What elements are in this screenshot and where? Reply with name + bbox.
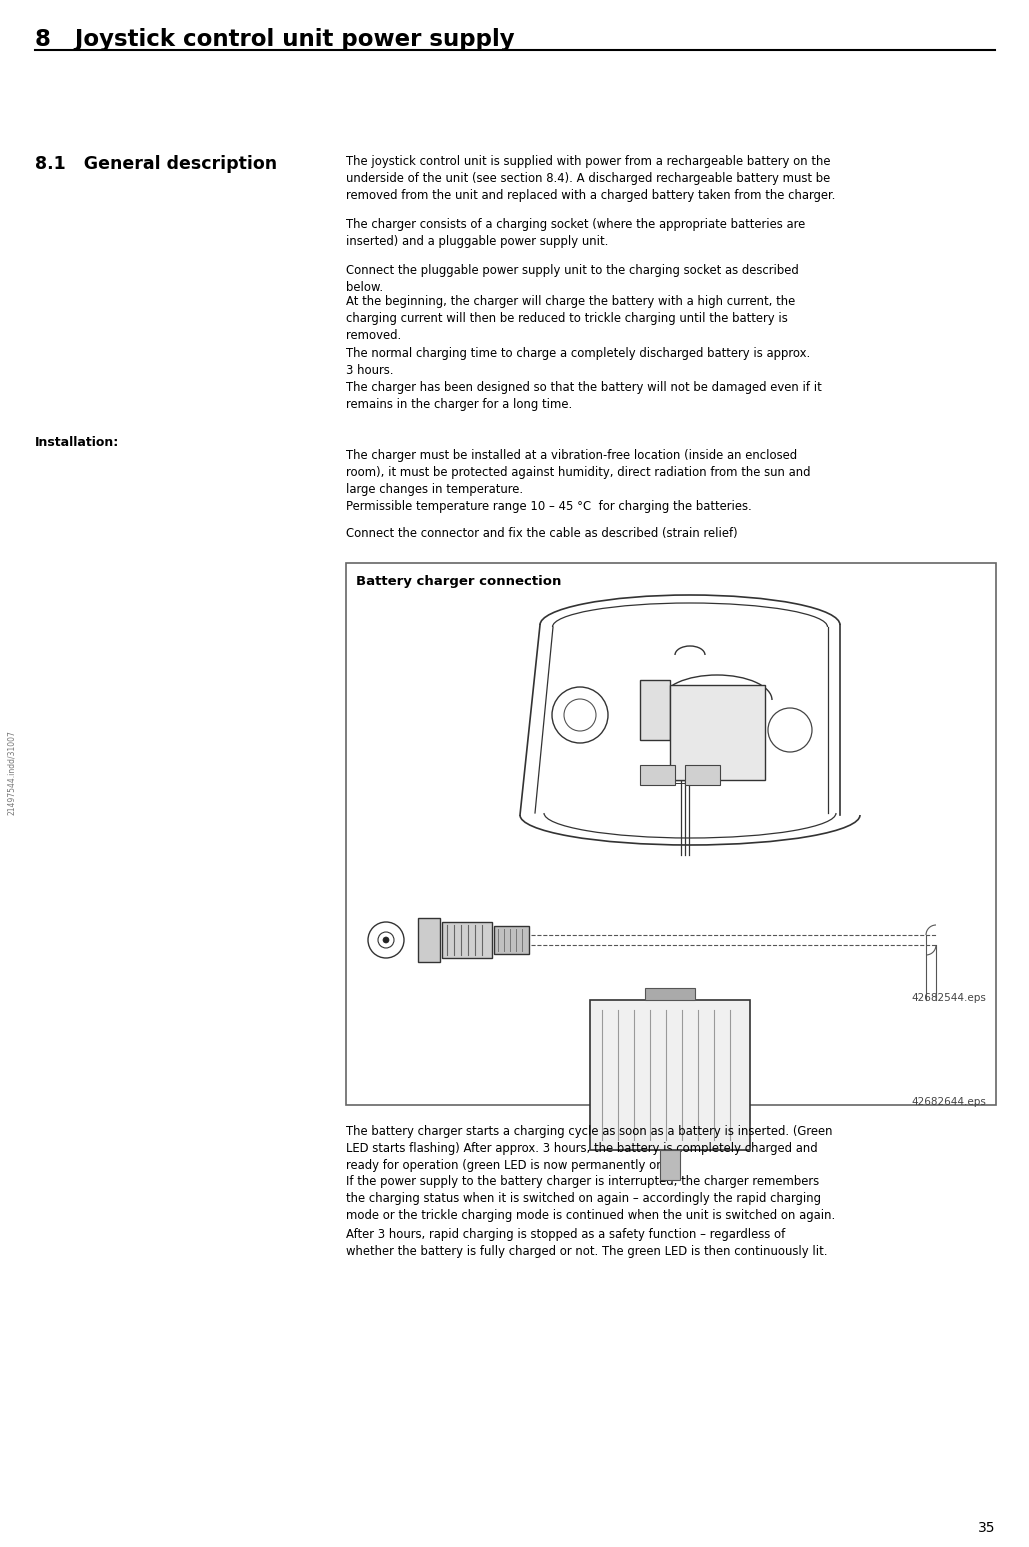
Text: After 3 hours, rapid charging is stopped as a safety function – regardless of
wh: After 3 hours, rapid charging is stopped…: [346, 1228, 827, 1258]
Circle shape: [552, 687, 608, 743]
Text: 35: 35: [978, 1521, 995, 1535]
Bar: [645, 989, 695, 999]
Bar: [670, 685, 765, 780]
Text: At the beginning, the charger will charge the battery with a high current, the
c: At the beginning, the charger will charg…: [346, 295, 795, 342]
Bar: [418, 917, 440, 962]
Text: 42682544.eps: 42682544.eps: [911, 993, 986, 1002]
Circle shape: [368, 922, 404, 958]
Text: The normal charging time to charge a completely discharged battery is approx.
3 : The normal charging time to charge a com…: [346, 347, 810, 377]
Circle shape: [564, 699, 596, 732]
Circle shape: [378, 931, 394, 948]
Bar: [494, 927, 529, 954]
Bar: [685, 766, 720, 784]
Bar: [660, 1149, 680, 1180]
Text: If the power supply to the battery charger is interrupted, the charger remembers: If the power supply to the battery charg…: [346, 1176, 836, 1222]
Text: 21497544.indd/31007: 21497544.indd/31007: [7, 730, 16, 815]
Text: Installation:: Installation:: [35, 436, 119, 449]
Text: Battery charger connection: Battery charger connection: [356, 575, 562, 588]
Text: The battery charger starts a charging cycle as soon as a battery is inserted. (G: The battery charger starts a charging cy…: [346, 1125, 832, 1171]
Text: Connect the connector and fix the cable as described (strain relief): Connect the connector and fix the cable …: [346, 528, 738, 540]
Text: The charger must be installed at a vibration-free location (inside an enclosed
r: The charger must be installed at a vibra…: [346, 449, 811, 495]
Bar: [442, 922, 492, 958]
Bar: [640, 681, 670, 739]
Text: Connect the pluggable power supply unit to the charging socket as described
belo: Connect the pluggable power supply unit …: [346, 265, 799, 294]
Text: 8.1   General description: 8.1 General description: [35, 155, 277, 173]
Bar: [346, 563, 996, 1105]
Text: The charger has been designed so that the battery will not be damaged even if it: The charger has been designed so that th…: [346, 381, 822, 412]
Text: The charger consists of a charging socket (where the appropriate batteries are
i: The charger consists of a charging socke…: [346, 218, 806, 248]
Text: The joystick control unit is supplied with power from a rechargeable battery on : The joystick control unit is supplied wi…: [346, 155, 836, 201]
Circle shape: [768, 709, 812, 752]
Circle shape: [383, 937, 389, 944]
Text: 42682644.eps: 42682644.eps: [911, 1097, 986, 1108]
Text: Permissible temperature range 10 – 45 °C  for charging the batteries.: Permissible temperature range 10 – 45 °C…: [346, 500, 752, 514]
Text: 8   Joystick control unit power supply: 8 Joystick control unit power supply: [35, 28, 514, 51]
Bar: [640, 766, 675, 784]
Bar: [590, 999, 750, 1149]
